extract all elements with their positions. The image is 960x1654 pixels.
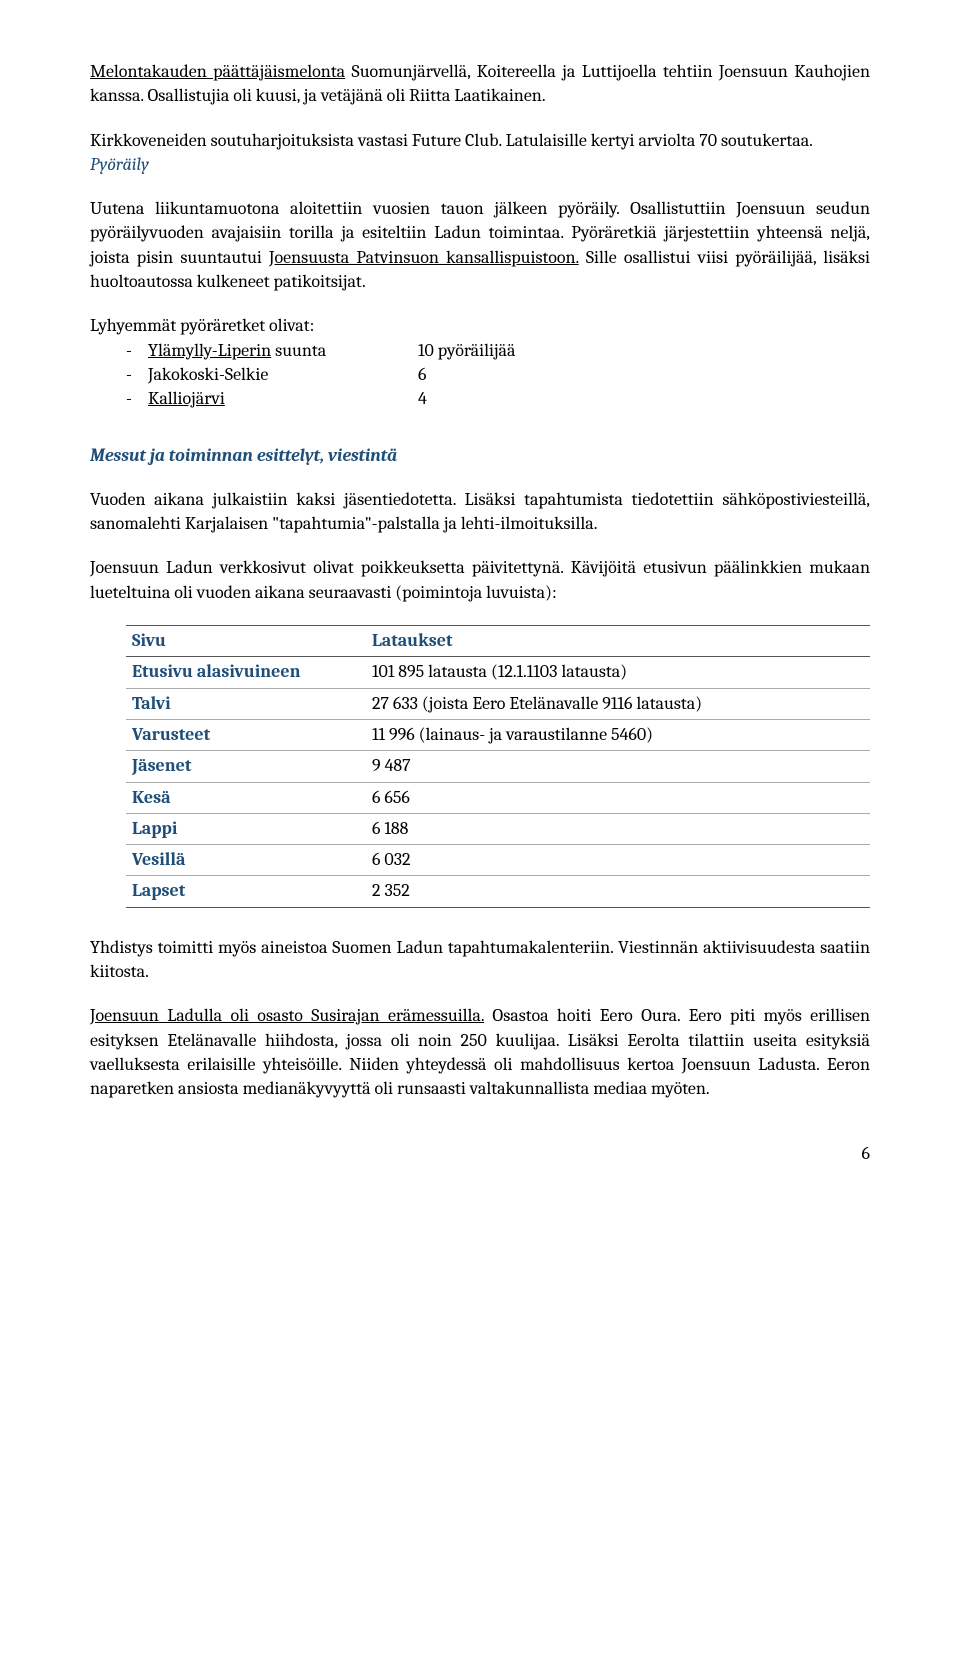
list-item-value: 10 pyöräilijää bbox=[418, 339, 515, 363]
table-cell-value: 27 633 (joista Eero Etelänavalle 9116 la… bbox=[366, 688, 870, 719]
table-cell-value: 2 352 bbox=[366, 876, 870, 907]
table-cell-label: Etusivu alasivuineen bbox=[126, 657, 366, 688]
bullet-icon: - bbox=[126, 339, 148, 363]
downloads-table: Sivu Lataukset Etusivu alasivuineen101 8… bbox=[126, 625, 870, 908]
paragraph-cycling: Uutena liikuntamuotona aloitettiin vuosi… bbox=[90, 197, 870, 294]
table-cell-label: Kesä bbox=[126, 782, 366, 813]
underlined-text: Kalliojärvi bbox=[148, 388, 225, 409]
table-row: Jäsenet9 487 bbox=[126, 751, 870, 782]
table-row: Talvi27 633 (joista Eero Etelänavalle 91… bbox=[126, 688, 870, 719]
list-item-value: 4 bbox=[418, 387, 427, 411]
paragraph-rowing: Kirkkoveneiden soutuharjoituksista vasta… bbox=[90, 129, 870, 153]
bullet-icon: - bbox=[126, 363, 148, 387]
table-cell-value: 9 487 bbox=[366, 751, 870, 782]
body-text: suunta bbox=[271, 340, 326, 361]
list-item-label: Ylämylly-Liperin suunta bbox=[148, 339, 418, 363]
table-cell-label: Talvi bbox=[126, 688, 366, 719]
table-cell-label: Lappi bbox=[126, 813, 366, 844]
trips-list: - Ylämylly-Liperin suunta 10 pyöräilijää… bbox=[90, 339, 870, 412]
body-text: Jakokoski-Selkie bbox=[148, 364, 268, 385]
table-cell-label: Varusteet bbox=[126, 719, 366, 750]
underlined-text: Joensuun Ladulla oli osasto Susirajan er… bbox=[90, 1005, 484, 1026]
table-cell-value: 6 032 bbox=[366, 845, 870, 876]
table-header-sivu: Sivu bbox=[126, 626, 366, 657]
table-cell-value: 6 656 bbox=[366, 782, 870, 813]
table-cell-label: Vesillä bbox=[126, 845, 366, 876]
paragraph-publications: Vuoden aikana julkaistiin kaksi jäsentie… bbox=[90, 488, 870, 537]
list-item: - Ylämylly-Liperin suunta 10 pyöräilijää bbox=[90, 339, 870, 363]
list-item: - Jakokoski-Selkie 6 bbox=[90, 363, 870, 387]
table-cell-label: Lapset bbox=[126, 876, 366, 907]
table-header-row: Sivu Lataukset bbox=[126, 626, 870, 657]
table-row: Lappi6 188 bbox=[126, 813, 870, 844]
paragraph-calendar: Yhdistys toimitti myös aineistoa Suomen … bbox=[90, 936, 870, 985]
table-row: Vesillä6 032 bbox=[126, 845, 870, 876]
table-row: Etusivu alasivuineen101 895 latausta (12… bbox=[126, 657, 870, 688]
table-row: Varusteet11 996 (lainaus- ja varaustilan… bbox=[126, 719, 870, 750]
table-cell-value: 101 895 latausta (12.1.1103 latausta) bbox=[366, 657, 870, 688]
paragraph-website: Joensuun Ladun verkkosivut olivat poikke… bbox=[90, 556, 870, 605]
downloads-table-wrapper: Sivu Lataukset Etusivu alasivuineen101 8… bbox=[90, 625, 870, 908]
page-number: 6 bbox=[90, 1142, 870, 1166]
list-item-label: Kalliojärvi bbox=[148, 387, 418, 411]
underlined-text: Ylämylly-Liperin bbox=[148, 340, 271, 361]
list-item: - Kalliojärvi 4 bbox=[90, 387, 870, 411]
paragraph-fair: Joensuun Ladulla oli osasto Susirajan er… bbox=[90, 1004, 870, 1101]
underlined-text: Melontakauden päättäjäismelonta bbox=[90, 61, 345, 82]
bullet-icon: - bbox=[126, 387, 148, 411]
table-cell-value: 6 188 bbox=[366, 813, 870, 844]
list-intro: Lyhyemmät pyöräretket olivat: bbox=[90, 314, 870, 338]
underlined-text: Joensuusta Patvinsuon kansallispuistoon. bbox=[269, 247, 579, 268]
table-header-lataukset: Lataukset bbox=[366, 626, 870, 657]
list-item-label: Jakokoski-Selkie bbox=[148, 363, 418, 387]
subheading-pyoraily: Pyöräily bbox=[90, 153, 870, 177]
list-item-value: 6 bbox=[418, 363, 426, 387]
table-cell-label: Jäsenet bbox=[126, 751, 366, 782]
paragraph-kayak-season: Melontakauden päättäjäismelonta Suomunjä… bbox=[90, 60, 870, 109]
table-row: Kesä6 656 bbox=[126, 782, 870, 813]
table-cell-value: 11 996 (lainaus- ja varaustilanne 5460) bbox=[366, 719, 870, 750]
table-row: Lapset2 352 bbox=[126, 876, 870, 907]
section-heading: Messut ja toiminnan esittelyt, viestintä bbox=[90, 444, 870, 468]
